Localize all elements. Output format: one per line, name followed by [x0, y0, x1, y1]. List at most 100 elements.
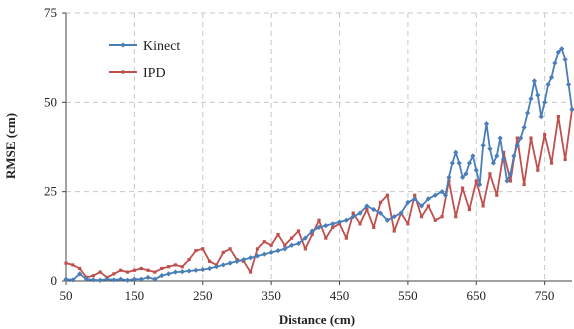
data-point-kinect [459, 174, 466, 180]
data-point-kinect [449, 160, 455, 166]
y-axis-title: RMSE (cm) [3, 113, 18, 179]
data-point-kinect [398, 210, 404, 216]
series-line-kinect [65, 47, 573, 282]
data-point-ipd [351, 211, 355, 215]
data-point-ipd [71, 263, 75, 267]
data-point-kinect [165, 271, 172, 277]
data-point-ipd [139, 266, 143, 271]
data-point-kinect [261, 251, 267, 257]
data-point-ipd [481, 204, 485, 208]
x-tick-label: 250 [193, 288, 213, 303]
y-tick-label: 75 [44, 5, 57, 20]
data-point-kinect [83, 276, 90, 282]
data-point-ipd [269, 243, 273, 247]
data-point-ipd [474, 179, 478, 183]
data-point-ipd [406, 222, 410, 226]
data-point-kinect [456, 160, 462, 166]
data-point-ipd [317, 218, 321, 222]
data-point-kinect [425, 196, 432, 202]
series-kinect [63, 46, 574, 283]
data-point-kinect [483, 121, 490, 127]
data-point-ipd [365, 207, 369, 212]
data-point-kinect [555, 49, 561, 55]
data-point-kinect [152, 276, 158, 282]
data-point-kinect [439, 189, 445, 195]
data-point-kinect [446, 174, 452, 180]
x-axis-title: Distance (cm) [279, 312, 355, 327]
data-point-kinect [569, 106, 574, 113]
data-point-kinect [124, 277, 131, 283]
data-point-ipd [392, 229, 396, 233]
data-point-kinect [432, 192, 438, 198]
data-point-kinect [405, 199, 411, 205]
data-point-kinect [350, 214, 356, 220]
data-point-kinect [145, 274, 151, 281]
data-point-ipd [187, 257, 191, 262]
data-point-kinect [159, 273, 165, 279]
data-point-kinect [343, 217, 349, 223]
data-point-kinect [213, 264, 220, 270]
legend-marker-ipd [121, 70, 125, 74]
data-point-kinect [552, 60, 558, 66]
data-point-ipd [460, 186, 465, 190]
data-point-kinect [418, 203, 425, 209]
data-point-ipd [119, 268, 123, 272]
x-tick-label: 550 [398, 288, 418, 303]
legend-label-kinect: Kinect [143, 39, 180, 54]
data-point-kinect [565, 81, 572, 88]
data-point-kinect [63, 276, 69, 282]
data-point-ipd [125, 270, 130, 274]
data-point-kinect [200, 266, 206, 273]
data-point-ipd [508, 179, 513, 183]
data-point-ipd [358, 222, 362, 226]
data-point-ipd [433, 218, 437, 222]
data-point-kinect [309, 228, 315, 234]
data-point-kinect [234, 258, 240, 264]
data-point-kinect [193, 267, 199, 273]
data-point-kinect [490, 160, 496, 166]
legend: Kinect IPD [109, 39, 180, 81]
data-point-kinect [524, 110, 531, 116]
data-point-kinect [511, 153, 517, 159]
data-point-ipd [207, 259, 212, 263]
data-point-ipd [413, 193, 417, 197]
data-point-kinect [282, 246, 288, 252]
data-point-ipd [331, 225, 335, 229]
x-tick-label: 750 [535, 288, 555, 303]
grid-lines [66, 12, 572, 281]
data-point-kinect [131, 276, 137, 282]
x-tick-label: 450 [330, 288, 350, 303]
data-point-kinect [111, 277, 117, 283]
y-tick-label: 25 [44, 184, 57, 199]
data-point-ipd [495, 193, 499, 197]
data-point-kinect [559, 46, 565, 52]
data-point-kinect [538, 114, 544, 120]
data-point-ipd [112, 272, 116, 276]
data-point-kinect [336, 219, 343, 225]
data-point-kinect [514, 142, 520, 148]
data-point-kinect [316, 224, 322, 230]
data-point-ipd [529, 136, 533, 140]
data-point-kinect [241, 256, 247, 263]
data-point-ipd [543, 132, 547, 137]
data-point-kinect [268, 249, 274, 256]
data-point-ipd [515, 136, 519, 140]
data-point-kinect [504, 178, 510, 184]
data-point-ipd [522, 182, 526, 187]
legend-item-ipd: IPD [109, 66, 166, 81]
data-point-kinect [289, 242, 295, 248]
y-tick-label: 50 [44, 94, 57, 109]
data-point-ipd [536, 168, 540, 172]
data-point-kinect [542, 99, 548, 105]
data-point-kinect [254, 253, 261, 259]
x-tick-label: 650 [467, 288, 487, 303]
data-point-ipd [180, 265, 184, 269]
data-point-kinect [186, 268, 192, 274]
data-point-kinect [545, 81, 551, 88]
data-point-ipd [290, 236, 294, 240]
data-point-kinect [391, 214, 397, 220]
data-point-kinect [521, 124, 527, 130]
data-point-kinect [487, 146, 493, 152]
data-point-kinect [494, 153, 500, 159]
